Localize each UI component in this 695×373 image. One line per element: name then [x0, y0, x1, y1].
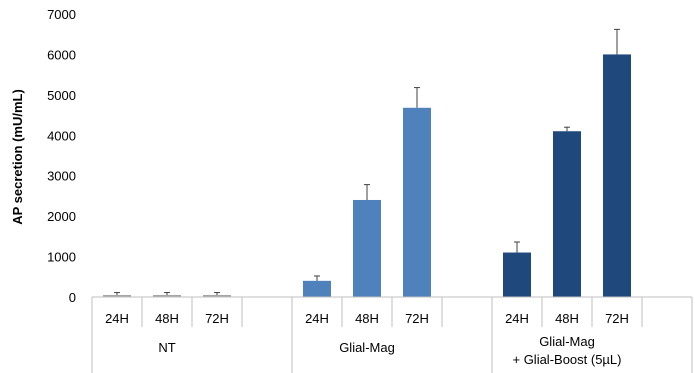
- bar: [403, 107, 431, 298]
- x-tick-label: 72H: [605, 311, 629, 326]
- bar: [103, 294, 131, 297]
- bar: [603, 54, 631, 297]
- group-label: NT: [158, 340, 175, 355]
- x-tick-label: 24H: [105, 311, 129, 326]
- bar: [153, 294, 181, 297]
- bar: [203, 294, 231, 297]
- group-label: Glial-Mag: [539, 334, 595, 349]
- x-tick-label: 72H: [405, 311, 429, 326]
- bar: [503, 252, 531, 297]
- bar: [553, 131, 581, 297]
- x-tick-label: 72H: [205, 311, 229, 326]
- y-tick-label: 2000: [47, 209, 76, 224]
- x-tick-label: 24H: [305, 311, 329, 326]
- x-axis: 24H 48H 72H NT 24H 48H 72H Glial-Mag 24H 48H 72H Gl…: [91, 296, 693, 373]
- y-tick-label: 1000: [47, 250, 76, 265]
- bar: [353, 199, 381, 297]
- group-label-line2: + Glial-Boost (5µL): [512, 352, 621, 367]
- x-tick-label: 48H: [555, 311, 579, 326]
- y-tick-label: 0: [69, 290, 76, 305]
- y-tick-label: 6000: [47, 47, 76, 62]
- group-label: Glial-Mag: [339, 340, 395, 355]
- y-tick-label: 4000: [47, 128, 76, 143]
- bars: [103, 28, 631, 298]
- x-tick-label: 48H: [155, 311, 179, 326]
- y-tick-label: 5000: [47, 88, 76, 103]
- x-tick-label: 24H: [505, 311, 529, 326]
- y-axis: 0 1000 2000 3000 4000 5000 6000 7000: [47, 7, 76, 305]
- bar: [303, 280, 331, 297]
- y-tick-label: 3000: [47, 169, 76, 184]
- y-tick-label: 7000: [47, 7, 76, 22]
- y-axis-label: AP secretion (mU/mL): [10, 89, 25, 225]
- x-tick-label: 48H: [355, 311, 379, 326]
